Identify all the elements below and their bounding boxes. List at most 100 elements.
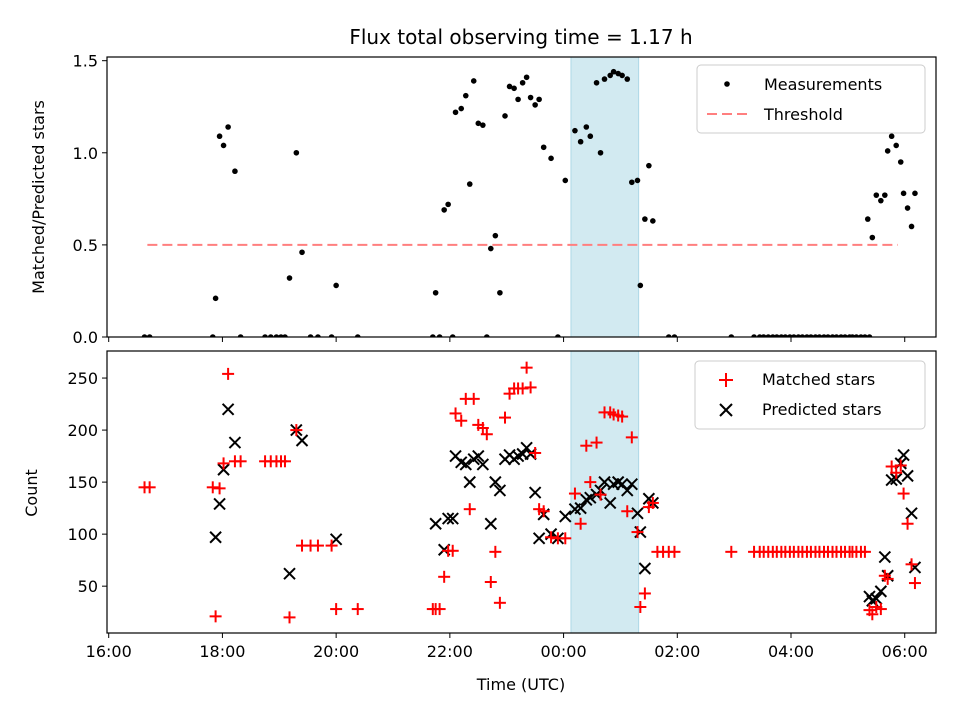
measurement-point [601, 76, 608, 82]
measurement-point [220, 142, 227, 149]
predicted-stroke [446, 512, 459, 525]
xtick-label: 16:00 [86, 642, 132, 661]
predicted-star-point [603, 496, 617, 510]
matched-star-point [625, 431, 638, 444]
xtick-label: 02:00 [654, 642, 700, 661]
matched-star-point [499, 411, 512, 424]
measurement-point [237, 334, 244, 337]
measurement-point [262, 334, 268, 337]
measurement-point [519, 79, 526, 86]
matched-star-point [590, 436, 603, 449]
measurement-point [267, 334, 274, 337]
matched-star-point [646, 496, 659, 509]
measurement-point [624, 76, 631, 82]
predicted-star-point [905, 507, 918, 520]
measurement-point [532, 102, 538, 108]
measurement-point [572, 127, 578, 134]
measurements-legend-label: Measurements [764, 75, 882, 94]
measurement-point [799, 334, 806, 337]
measurement-point [562, 177, 569, 184]
measurement-point [470, 78, 477, 84]
predicted-stroke [638, 562, 652, 575]
measurements-legend-marker [724, 81, 730, 87]
matched-star-point [908, 577, 921, 590]
matched-legend-label: Matched stars [762, 370, 875, 389]
predicted-star-point [489, 475, 502, 489]
bottom-ytick-label: 50 [78, 577, 98, 596]
predicted-stroke [209, 531, 222, 544]
matched-star-point [901, 517, 914, 530]
predicted-stroke [429, 517, 442, 530]
measurement-point [449, 334, 456, 337]
predicted-star-point [441, 512, 455, 525]
matched-star-point [858, 545, 871, 558]
measurement-point [912, 190, 918, 197]
matched-star-point [213, 482, 226, 495]
predicted-star-point [870, 592, 883, 605]
matched-legend-marker [719, 373, 733, 387]
matched-star-point [438, 570, 451, 583]
measurement-point [897, 159, 904, 165]
measurement-point [833, 334, 840, 337]
measurement-point [637, 282, 644, 289]
measurement-point [225, 124, 231, 130]
predicted-stroke [217, 463, 230, 476]
measurement-point [900, 190, 907, 197]
predicted-stroke [221, 403, 235, 416]
matched-star-point [222, 367, 235, 380]
measurement-point [607, 72, 613, 79]
predicted-stroke [484, 517, 498, 530]
top-legend: Measurements Threshold [696, 64, 926, 134]
xtick-label: 04:00 [768, 642, 814, 661]
matched-star-point [446, 544, 459, 557]
measurement-point [610, 68, 617, 75]
predicted-stroke [615, 477, 629, 491]
predicted-stroke [441, 512, 455, 525]
predicted-star-point [295, 434, 309, 447]
measurement-point [354, 334, 361, 337]
measurement-point [536, 96, 542, 103]
predicted-star-point [901, 469, 914, 483]
bottom-ytick-label: 250 [67, 369, 98, 388]
measurement-point [646, 162, 652, 169]
predicted-stroke [621, 484, 634, 497]
predicted-stroke [449, 449, 462, 463]
measurement-point [141, 334, 148, 337]
measurement-point [511, 85, 517, 92]
predicted-star-point [598, 475, 611, 489]
xtick-label: 20:00 [313, 642, 359, 661]
measurement-point [888, 133, 895, 140]
measurement-point [816, 334, 823, 337]
measurement-point [619, 72, 625, 79]
matched-star-point [463, 503, 476, 516]
predicted-stroke [874, 585, 888, 598]
measurement-point [307, 334, 314, 337]
predicted-star-point [476, 458, 490, 471]
matched-star-point [616, 410, 629, 423]
bottom-frame [106, 350, 937, 634]
measurement-point [484, 334, 490, 337]
measurement-point [665, 334, 672, 337]
matched-star-point [278, 455, 291, 468]
top-legend-box [696, 64, 926, 134]
matched-star-point [874, 603, 887, 616]
measurement-point [760, 334, 767, 337]
matched-star-point [897, 487, 910, 500]
measurement-point [908, 223, 915, 230]
predicted-stroke [532, 532, 546, 545]
measurement-point [146, 334, 153, 337]
matched-star-point [290, 424, 303, 437]
predicted-star-point [283, 567, 296, 580]
predicted-stroke [901, 469, 914, 483]
measurement-point [634, 177, 641, 184]
measurement-point [273, 334, 280, 337]
predicted-stroke [878, 550, 892, 564]
measurement-point [791, 334, 797, 337]
matched-star-point [206, 481, 219, 494]
measurement-point [773, 334, 780, 337]
measurement-point [884, 148, 891, 154]
measurement-point [497, 289, 503, 296]
bottom-ytick-label: 100 [67, 525, 98, 544]
measurement-point [555, 334, 561, 337]
measurement-point [577, 138, 584, 145]
